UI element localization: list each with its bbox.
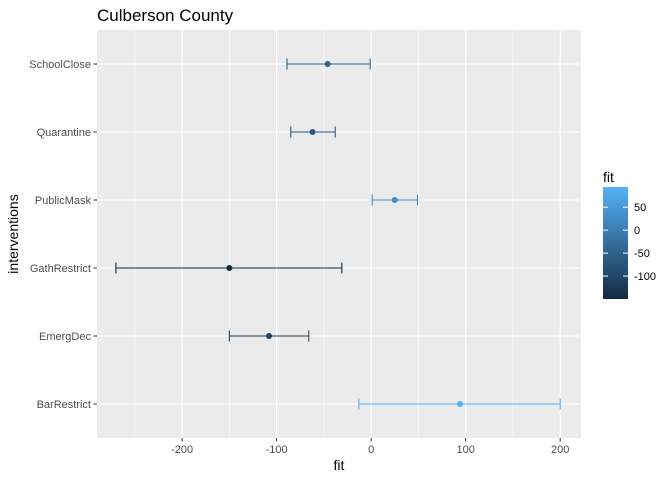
legend-title: fit: [603, 169, 614, 185]
data-point: [309, 129, 316, 135]
legend: fit 50 0 -50 -100: [603, 169, 656, 299]
legend-tick-label: 0: [634, 225, 640, 237]
x-axis-title: fit: [334, 457, 345, 473]
y-tick-label: PublicMask: [35, 195, 92, 207]
y-axis-title: interventions: [5, 194, 21, 273]
x-tick-label: -100: [266, 444, 288, 456]
y-tick-label: GathRestrict: [30, 263, 91, 275]
data-point: [457, 401, 463, 407]
y-tick-label: Quarantine: [37, 127, 91, 139]
legend-tick-label: -100: [634, 271, 656, 283]
x-tick-label: -200: [171, 444, 193, 456]
y-tick-label: EmergDec: [39, 331, 91, 343]
legend-tick-label: -50: [634, 248, 650, 260]
legend-ticks: 50 0 -50 -100: [603, 202, 656, 283]
x-axis: -200 -100 0 100 200: [171, 438, 569, 456]
x-tick-label: 100: [456, 444, 474, 456]
y-tick-label: BarRestrict: [37, 399, 91, 411]
legend-colorbar: [603, 187, 628, 299]
panel-background: [97, 30, 581, 438]
y-tick-label: SchoolClose: [29, 59, 91, 71]
y-axis: BarRestrict EmergDec GathRestrict PublicMas…: [29, 59, 97, 411]
minor-gridlines: [134, 30, 514, 438]
x-tick-label: 200: [551, 444, 569, 456]
x-tick-label: 0: [368, 444, 374, 456]
chart-title: Culberson County: [97, 6, 234, 25]
data-point: [266, 333, 273, 339]
data-point: [226, 265, 233, 271]
points: [226, 61, 463, 407]
legend-tick-label: 50: [634, 202, 646, 214]
data-point: [391, 197, 398, 203]
data-point: [324, 61, 331, 67]
